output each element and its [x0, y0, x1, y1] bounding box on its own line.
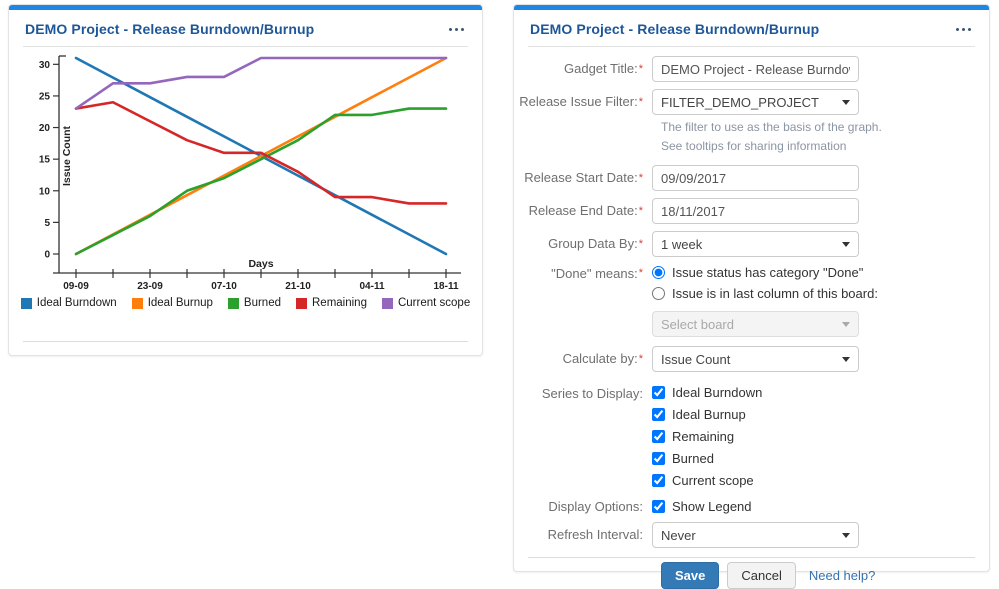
burndown-chart-svg: 0 5 10 15 20 25 30 09-09 23-09 07-10 21-10 04-11 18-…	[39, 55, 461, 292]
checkbox[interactable]	[652, 386, 665, 400]
chevron-down-icon	[842, 356, 850, 362]
required-asterisk: *	[638, 205, 643, 218]
legend-item: Ideal Burnup	[131, 297, 213, 309]
filter-help-text: The filter to use as the basis of the gr…	[661, 120, 882, 153]
release-end-date-label: Release End Date:*	[528, 203, 643, 219]
chart-panel-title: DEMO Project - Release Burndown/Burnup	[25, 21, 315, 37]
refresh-interval-select[interactable]: Never	[652, 522, 859, 549]
series-checkbox-ideal-burnup[interactable]: Ideal Burnup	[652, 406, 762, 423]
gadget-menu-icon[interactable]	[954, 24, 973, 35]
burndown-chart: 0 5 10 15 20 25 30 09-09 23-09 07-10 21-10 04-11 18-…	[9, 47, 482, 309]
series-to-display-label: Series to Display:	[541, 386, 643, 402]
legend-item: Current scope	[381, 297, 470, 309]
release-issue-filter-label: Release Issue Filter:*	[519, 94, 643, 109]
legend-swatch	[131, 297, 143, 309]
done-last-column-radio[interactable]	[652, 287, 665, 301]
chart-legend: Ideal Burndown Ideal Burnup Burned Remainin…	[9, 297, 482, 309]
series-checkbox-current-scope[interactable]: Current scope	[652, 472, 762, 489]
display-options-label: Display Options:	[548, 499, 643, 515]
panel-accent-bar	[514, 5, 989, 10]
svg-text:Issue Count: Issue Count	[61, 125, 73, 186]
required-asterisk: *	[638, 96, 643, 108]
svg-text:25: 25	[39, 91, 51, 102]
chevron-down-icon	[842, 321, 850, 327]
need-help-link[interactable]: Need help?	[808, 568, 876, 584]
checkbox[interactable]	[652, 408, 665, 422]
legend-item: Remaining	[296, 297, 367, 309]
config-panel-title: DEMO Project - Release Burndown/Burnup	[530, 21, 820, 37]
legend-item: Burned	[227, 297, 281, 309]
done-last-column-radio-option[interactable]: Issue is in last column of this board:	[652, 285, 878, 302]
required-asterisk: *	[638, 238, 643, 251]
svg-text:Days: Days	[248, 258, 273, 270]
panel-accent-bar	[9, 5, 482, 10]
cancel-button[interactable]: Cancel	[727, 562, 796, 589]
done-category-radio[interactable]	[652, 266, 665, 280]
release-issue-filter-select[interactable]: FILTER_DEMO_PROJECT	[652, 89, 859, 115]
release-end-date-input[interactable]	[652, 198, 859, 225]
chart-gadget-panel: DEMO Project - Release Burndown/Burnup 0…	[8, 4, 483, 356]
gadget-title-input[interactable]	[652, 56, 859, 82]
svg-text:30: 30	[39, 60, 51, 71]
svg-text:21-10: 21-10	[285, 281, 311, 292]
release-start-date-input[interactable]	[652, 165, 859, 192]
svg-text:20: 20	[39, 123, 51, 134]
show-legend-checkbox-option[interactable]: Show Legend	[652, 498, 752, 515]
save-button[interactable]: Save	[661, 562, 720, 589]
svg-text:0: 0	[44, 250, 50, 261]
gadget-menu-icon[interactable]	[447, 24, 466, 35]
svg-text:5: 5	[44, 218, 50, 229]
required-asterisk: *	[638, 63, 643, 75]
svg-text:04-11: 04-11	[359, 281, 384, 292]
series-checkbox-ideal-burndown[interactable]: Ideal Burndown	[652, 384, 762, 401]
panel-footer-divider	[23, 341, 468, 342]
required-asterisk: *	[638, 267, 643, 280]
required-asterisk: *	[638, 353, 643, 366]
done-category-radio-option[interactable]: Issue status has category "Done"	[652, 264, 878, 281]
group-data-by-select[interactable]: 1 week	[652, 231, 859, 258]
chevron-down-icon	[842, 99, 850, 105]
board-select: Select board	[652, 311, 859, 338]
svg-text:10: 10	[39, 186, 51, 197]
refresh-interval-label: Refresh Interval:	[547, 527, 643, 543]
svg-text:09-09: 09-09	[63, 281, 89, 292]
show-legend-checkbox[interactable]	[652, 500, 665, 514]
config-gadget-panel: DEMO Project - Release Burndown/Burnup G…	[513, 4, 990, 589]
done-means-label: "Done" means:*	[551, 266, 643, 282]
checkbox[interactable]	[652, 430, 665, 444]
header-divider	[528, 46, 975, 47]
checkbox[interactable]	[652, 452, 665, 466]
chevron-down-icon	[842, 532, 850, 538]
group-data-by-label: Group Data By:*	[548, 236, 643, 252]
legend-swatch	[381, 297, 393, 309]
svg-text:23-09: 23-09	[137, 281, 163, 292]
legend-swatch	[20, 297, 32, 309]
series-checkbox-remaining[interactable]: Remaining	[652, 428, 762, 445]
legend-swatch	[296, 297, 307, 309]
chevron-down-icon	[842, 241, 850, 247]
gadget-config-form: Gadget Title:* Release Issue Filter:* FI…	[514, 47, 989, 589]
series-checkbox-burned[interactable]: Burned	[652, 450, 762, 467]
calculate-by-select[interactable]: Issue Count	[652, 346, 859, 373]
svg-text:18-11: 18-11	[433, 281, 458, 292]
svg-text:07-10: 07-10	[211, 281, 237, 292]
header-divider	[23, 46, 468, 47]
checkbox[interactable]	[652, 474, 665, 488]
required-asterisk: *	[638, 172, 643, 185]
gadget-title-label: Gadget Title:*	[564, 61, 643, 76]
calculate-by-label: Calculate by:*	[562, 351, 643, 367]
panel-footer-divider	[528, 557, 975, 558]
legend-swatch	[227, 297, 239, 309]
svg-text:15: 15	[39, 155, 51, 166]
legend-item: Ideal Burndown	[20, 297, 117, 309]
release-start-date-label: Release Start Date:*	[524, 170, 643, 186]
